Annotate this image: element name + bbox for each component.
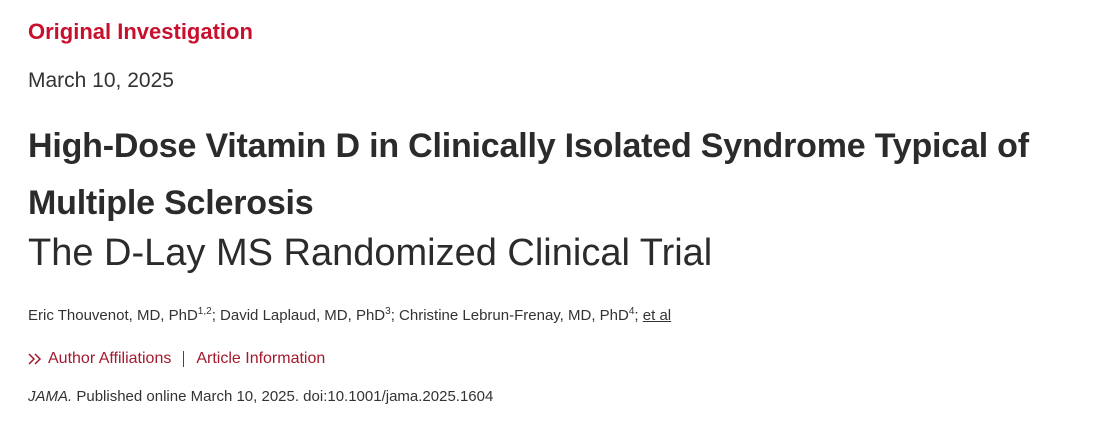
- author-affiliations-link[interactable]: Author Affiliations: [48, 350, 172, 367]
- separator: ;: [634, 307, 639, 324]
- affiliation-number: 1,2: [197, 306, 212, 317]
- chevron-icon: [28, 353, 42, 365]
- article-type: Original Investigation: [28, 19, 253, 44]
- journal: JAMA.: [28, 388, 73, 405]
- et-al-link[interactable]: et al: [642, 307, 672, 324]
- affiliation-number: 4: [628, 306, 635, 317]
- citation-text: Published online March 10, 2025. doi:10.…: [76, 388, 494, 405]
- separator: ;: [390, 307, 395, 324]
- article-subtitle: The D-Lay MS Randomized Clinical Trial: [28, 232, 713, 274]
- info-links: Author Affiliations Article Information: [28, 350, 325, 368]
- author-name[interactable]: Eric Thouvenot, MD, PhD: [28, 307, 198, 324]
- author-list: Eric Thouvenot, MD, PhD1,2; David Laplau…: [28, 306, 671, 324]
- separator: ;: [211, 307, 216, 324]
- author-name[interactable]: David Laplaud, MD, PhD: [220, 307, 386, 324]
- affiliation-number: 3: [385, 306, 391, 317]
- separator: [183, 351, 185, 367]
- article-information-link[interactable]: Article Information: [196, 350, 326, 367]
- citation: JAMA. Published online March 10, 2025. d…: [28, 388, 493, 405]
- publication-date: March 10, 2025: [28, 69, 174, 92]
- author-name[interactable]: Christine Lebrun-Frenay, MD, PhD: [399, 307, 629, 324]
- article-title: High-Dose Vitamin D in Clinically Isolat…: [28, 127, 1029, 222]
